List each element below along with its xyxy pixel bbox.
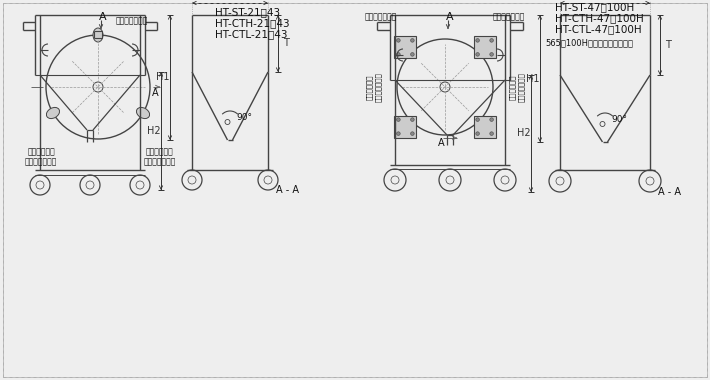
Circle shape: [410, 52, 414, 56]
Bar: [474, 36, 496, 59]
Text: A: A: [99, 12, 106, 22]
Circle shape: [490, 52, 493, 56]
Circle shape: [397, 39, 400, 42]
Text: HT-ST-21＼43: HT-ST-21＼43: [215, 7, 280, 17]
Text: 自在キャスター: 自在キャスター: [375, 72, 381, 102]
Text: T: T: [665, 40, 671, 50]
Text: T: T: [283, 38, 289, 49]
Circle shape: [397, 52, 400, 56]
Text: A: A: [152, 88, 158, 98]
Text: H2: H2: [517, 128, 531, 138]
Circle shape: [476, 118, 479, 121]
Text: A - A: A - A: [658, 187, 682, 197]
Text: 90°: 90°: [236, 112, 252, 122]
Circle shape: [410, 132, 414, 135]
Text: A - A: A - A: [276, 185, 300, 195]
Circle shape: [476, 132, 479, 135]
Text: HT-CTH-21＼43: HT-CTH-21＼43: [215, 18, 290, 28]
Bar: [394, 116, 416, 138]
Circle shape: [490, 39, 493, 42]
Text: 自在キャスター: 自在キャスター: [518, 72, 524, 102]
Text: ストッパー付: ストッパー付: [508, 74, 515, 100]
Text: A: A: [446, 12, 454, 22]
Text: 固定キャスター: 固定キャスター: [365, 13, 397, 22]
Circle shape: [490, 132, 493, 135]
Text: H1: H1: [156, 73, 170, 82]
Ellipse shape: [93, 28, 103, 42]
Ellipse shape: [136, 108, 150, 119]
Circle shape: [397, 132, 400, 135]
Text: 565＼100Hサイズは取っ手無し: 565＼100Hサイズは取っ手無し: [545, 38, 633, 48]
Text: 固定キャスター: 固定キャスター: [493, 13, 525, 22]
Text: HT-ST-47＼100H: HT-ST-47＼100H: [555, 2, 634, 12]
Circle shape: [476, 39, 479, 42]
Text: ストッパー付
自在キャスター: ストッパー付 自在キャスター: [25, 147, 58, 166]
Circle shape: [397, 118, 400, 121]
Text: HT-CTH-47＼100H: HT-CTH-47＼100H: [555, 13, 644, 23]
Text: ストッパー付
自在キャスター: ストッパー付 自在キャスター: [144, 147, 176, 166]
Circle shape: [410, 39, 414, 42]
Text: ID: ID: [600, 0, 611, 1]
Text: ID: ID: [225, 0, 235, 1]
Text: ストッパー付: ストッパー付: [366, 74, 372, 100]
Text: 自在キャスター: 自在キャスター: [116, 16, 148, 25]
Ellipse shape: [46, 108, 60, 119]
Bar: [474, 116, 496, 138]
Circle shape: [490, 118, 493, 121]
Circle shape: [476, 52, 479, 56]
Text: HT-CTL-21＼43: HT-CTL-21＼43: [215, 29, 288, 39]
Circle shape: [410, 118, 414, 121]
Text: HT-CTL-47＼100H: HT-CTL-47＼100H: [555, 24, 642, 34]
Text: A: A: [437, 138, 444, 148]
Text: 90°: 90°: [611, 114, 627, 124]
Text: H2: H2: [147, 126, 160, 136]
Text: H1: H1: [526, 73, 540, 84]
Bar: [394, 36, 416, 59]
